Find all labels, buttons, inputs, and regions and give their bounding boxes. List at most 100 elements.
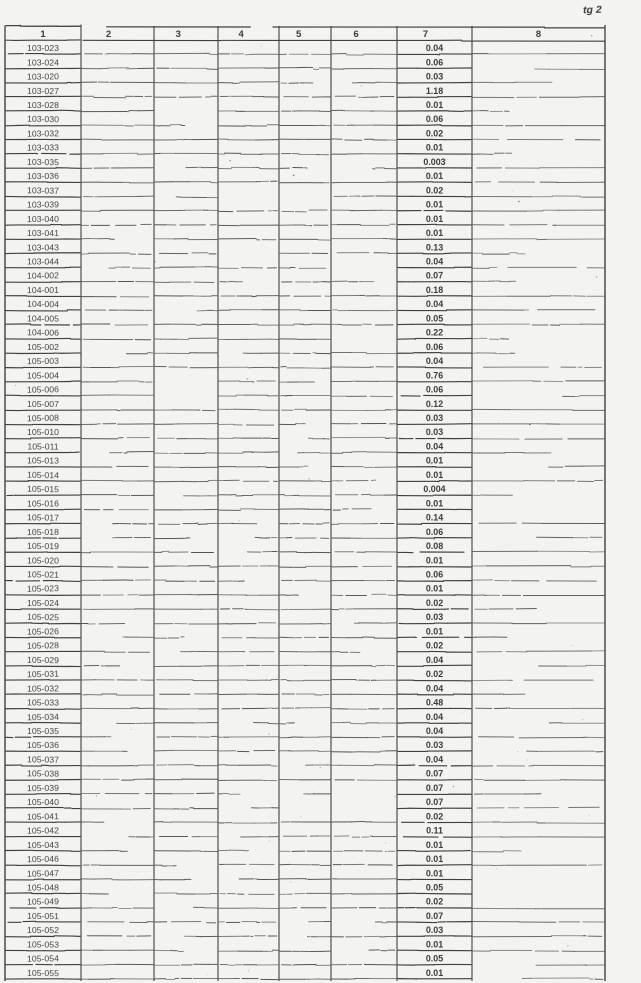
svg-text:105-016: 105-016 (27, 498, 59, 508)
svg-text:0.04: 0.04 (426, 441, 443, 451)
svg-text:0.76: 0.76 (426, 370, 443, 380)
svg-text:0.07: 0.07 (426, 797, 443, 807)
svg-text:105-010: 105-010 (27, 427, 59, 437)
svg-text:105-036: 105-036 (27, 740, 59, 750)
svg-text:103-032: 103-032 (27, 128, 59, 138)
svg-text:105-024: 105-024 (27, 598, 59, 608)
svg-text:0.05: 0.05 (426, 882, 443, 892)
svg-text:0.01: 0.01 (426, 143, 443, 153)
svg-text:105-017: 105-017 (27, 512, 59, 523)
svg-text:0.06: 0.06 (426, 57, 443, 67)
svg-text:103-037: 103-037 (27, 185, 59, 196)
svg-text:0.07: 0.07 (426, 769, 443, 779)
svg-text:105-038: 105-038 (27, 768, 59, 778)
svg-text:0.03: 0.03 (426, 740, 443, 750)
svg-text:0.01: 0.01 (426, 555, 443, 565)
svg-text:105-031: 105-031 (27, 669, 59, 680)
svg-text:103-033: 103-033 (27, 143, 59, 153)
svg-text:105-032: 105-032 (27, 683, 59, 693)
svg-text:0.12: 0.12 (426, 399, 443, 409)
svg-text:0.48: 0.48 (426, 697, 443, 707)
svg-text:103-039: 103-039 (27, 200, 59, 210)
svg-text:105-020: 105-020 (27, 555, 59, 565)
svg-text:0.02: 0.02 (426, 598, 443, 608)
svg-text:0.01: 0.01 (426, 626, 443, 636)
svg-text:0.04: 0.04 (426, 726, 443, 736)
svg-text:104-001: 104-001 (27, 285, 59, 295)
svg-text:105-048: 105-048 (27, 883, 59, 893)
svg-text:0.01: 0.01 (426, 456, 443, 466)
svg-text:103-040: 103-040 (27, 214, 59, 224)
svg-text:0.02: 0.02 (426, 669, 443, 679)
svg-text:105-055: 105-055 (27, 968, 59, 978)
svg-text:0.04: 0.04 (426, 712, 444, 722)
svg-text:0.08: 0.08 (426, 541, 443, 551)
svg-text:105-041: 105-041 (27, 811, 59, 822)
svg-text:105-018: 105-018 (27, 527, 59, 537)
svg-text:105-015: 105-015 (27, 484, 59, 495)
svg-text:105-013: 105-013 (27, 456, 59, 466)
svg-text:103-044: 103-044 (27, 256, 59, 266)
svg-text:2: 2 (106, 29, 111, 40)
svg-text:0.004: 0.004 (423, 484, 445, 494)
svg-text:105-037: 105-037 (27, 754, 59, 764)
svg-text:105-035: 105-035 (27, 726, 59, 736)
svg-text:8: 8 (536, 29, 541, 40)
svg-text:105-043: 105-043 (27, 840, 59, 850)
svg-text:105-033: 105-033 (27, 697, 59, 707)
svg-text:0.03: 0.03 (426, 925, 444, 935)
svg-text:1.18: 1.18 (426, 86, 443, 96)
svg-text:3: 3 (176, 29, 181, 40)
svg-text:0.01: 0.01 (426, 498, 443, 508)
svg-text:0.01: 0.01 (426, 171, 443, 181)
svg-text:0.01: 0.01 (426, 584, 443, 594)
svg-text:0.03: 0.03 (426, 413, 443, 423)
svg-text:105-006: 105-006 (27, 384, 59, 395)
svg-text:103-043: 103-043 (27, 242, 59, 252)
svg-text:105-025: 105-025 (27, 612, 59, 623)
svg-text:0.06: 0.06 (426, 385, 443, 395)
svg-text:105-003: 105-003 (27, 356, 59, 366)
svg-text:4: 4 (238, 29, 244, 40)
svg-text:0.13: 0.13 (426, 242, 443, 252)
svg-text:104-006: 104-006 (27, 327, 59, 338)
svg-text:103-027: 103-027 (27, 86, 59, 96)
svg-text:0.003: 0.003 (423, 157, 445, 167)
svg-text:0.01: 0.01 (426, 840, 443, 850)
svg-text:0.04: 0.04 (426, 655, 443, 665)
svg-text:0.01: 0.01 (426, 200, 443, 210)
svg-text:0.03: 0.03 (426, 612, 443, 622)
svg-text:0.06: 0.06 (426, 527, 443, 537)
svg-text:105-008: 105-008 (27, 413, 59, 424)
svg-text:105-004: 105-004 (27, 370, 59, 380)
svg-text:0.22: 0.22 (426, 328, 443, 338)
svg-text:0.05: 0.05 (426, 954, 443, 964)
svg-text:103-035: 103-035 (27, 157, 59, 167)
svg-text:103-024: 103-024 (27, 57, 59, 67)
svg-text:105-051: 105-051 (27, 911, 59, 921)
svg-text:103-020: 103-020 (27, 71, 59, 81)
svg-text:105-049: 105-049 (27, 897, 59, 907)
svg-text:103-028: 103-028 (27, 100, 59, 110)
svg-text:105-039: 105-039 (27, 783, 59, 793)
svg-text:0.02: 0.02 (426, 897, 443, 907)
svg-text:0.14: 0.14 (426, 513, 443, 523)
svg-text:0.18: 0.18 (426, 285, 443, 295)
svg-text:0.01: 0.01 (426, 228, 443, 238)
svg-text:105-023: 105-023 (27, 583, 59, 594)
svg-text:0.03: 0.03 (426, 427, 443, 437)
svg-text:0.01: 0.01 (426, 854, 443, 864)
svg-text:105-019: 105-019 (27, 541, 59, 551)
svg-text:105-026: 105-026 (27, 626, 59, 637)
svg-text:0.05: 0.05 (426, 313, 443, 323)
svg-text:0.01: 0.01 (426, 968, 443, 978)
svg-text:105-040: 105-040 (27, 797, 59, 807)
svg-text:0.07: 0.07 (426, 783, 443, 793)
svg-text:105-047: 105-047 (27, 868, 59, 879)
svg-text:0.07: 0.07 (426, 271, 443, 281)
svg-text:103-036: 103-036 (27, 171, 59, 181)
svg-text:1: 1 (40, 29, 46, 40)
svg-text:105-002: 105-002 (27, 342, 59, 352)
svg-text:0.06: 0.06 (426, 114, 443, 124)
svg-text:105-007: 105-007 (27, 399, 59, 409)
